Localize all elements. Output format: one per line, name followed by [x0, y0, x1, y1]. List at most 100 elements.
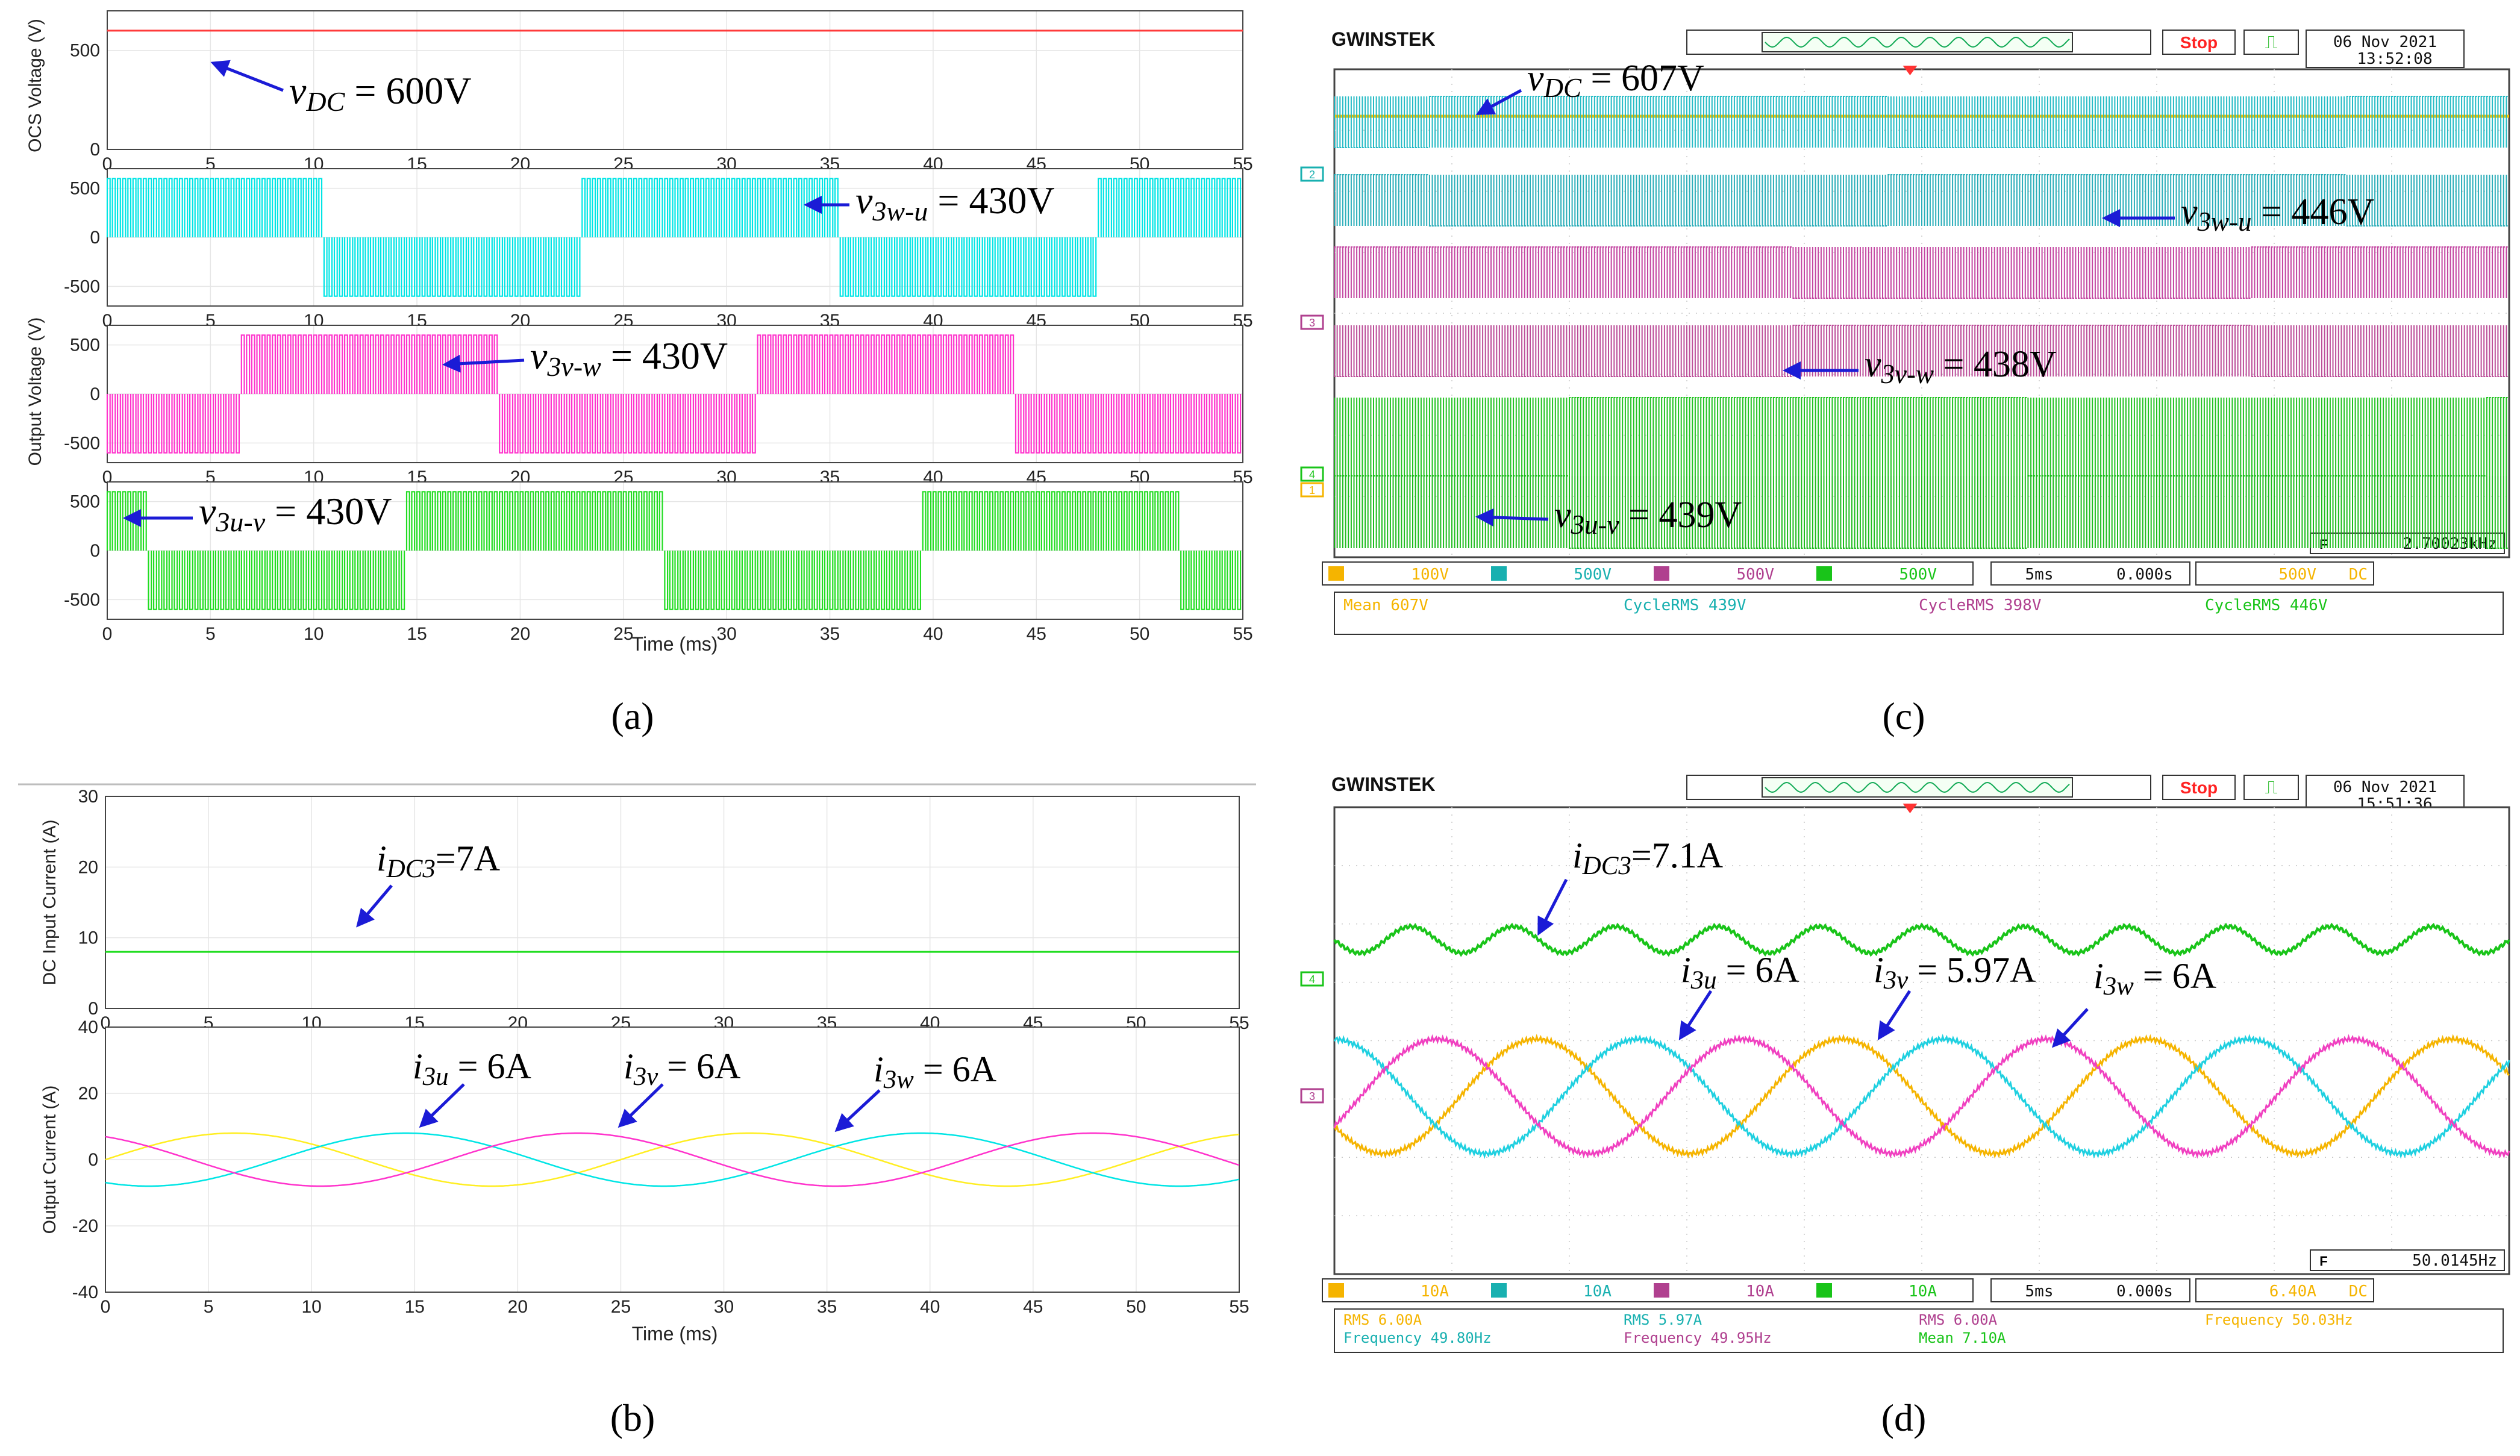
panel-b-iout-xtick-label: 5: [204, 1297, 214, 1317]
panel-a-vuv-xtick-label: 45: [1027, 624, 1046, 644]
panel-a-vwu-annotation: v3w-u = 430V: [855, 179, 1055, 227]
scope-d-hpos: 0.000s: [2116, 1283, 2173, 1301]
panel-b-iout-xtick-label: 0: [101, 1297, 111, 1317]
panel-a-vuv-xtick-label: 20: [510, 624, 530, 644]
scope-d-trace-phase-1: [1333, 1034, 2510, 1159]
panel-b-idc-ylabel: DC Input Current (A): [40, 819, 60, 985]
scope-d-measurement: Frequency 49.80Hz: [1343, 1329, 1492, 1346]
scope-d-stop: Stop: [2180, 778, 2218, 797]
panel-a-dc-ytick-label: 500: [70, 41, 100, 61]
scope-d-annotation-2: i3v = 5.97A: [1874, 950, 2036, 995]
scope-d-ch-scale: 10A: [1909, 1283, 1937, 1301]
scope-d-ch-marker-label: 3: [1309, 1090, 1315, 1102]
panel-b-iout-annotation-2: i3w = 6A: [874, 1049, 996, 1094]
scope-d-timebase: 5ms: [2025, 1283, 2054, 1301]
panel-a-ylabel-output: Output Voltage (V): [25, 317, 45, 466]
panel-a-vuv-ytick-label: -500: [64, 590, 100, 610]
scope-c-coupling: DC: [2349, 566, 2368, 584]
scope-d-trigger-marker: [1903, 804, 1918, 813]
panel-c-label: (c): [1882, 695, 1925, 737]
scope-d-tb-row: [1990, 1278, 2190, 1302]
panel-a-dc-annotation: vDC = 600V: [289, 69, 472, 117]
panel-a-vuv-xtick-label: 55: [1233, 624, 1252, 644]
panel-b-iout-annotation-0: i3u = 6A: [413, 1046, 531, 1091]
panel-a-vuv-xtick-label: 35: [820, 624, 840, 644]
scope-c-trace-vvw-neg: [1334, 325, 2508, 377]
panel-b-iout-ytick-label: -40: [72, 1283, 98, 1302]
scope-d-timebar-wave: [1765, 781, 2070, 793]
scope-c-measurement: CycleRMS 446V: [2205, 596, 2328, 614]
scope-d-date: 06 Nov 2021: [2333, 778, 2437, 796]
panel-a-vvw-ytick-label: -500: [64, 433, 100, 453]
scope-c-annotation-1: v3w-u = 446V: [2181, 192, 2374, 237]
scope-d-timebar-inner: [1762, 777, 2073, 798]
panel-a-dc-frame: [107, 10, 1243, 150]
scope-d-annotation-0: iDC3=7.1A: [1572, 836, 1723, 880]
scope-c-timebase: 5ms: [2025, 566, 2054, 584]
scope-d-trace-phase-0: [1333, 1034, 2510, 1159]
scope-d-coupling: DC: [2349, 1283, 2368, 1301]
panel-b: 0 5 10 15 20 25 30 35 40 45 50 55 0 10 20 30 DC Input Cu…: [18, 783, 1256, 1439]
scope-c-date: 06 Nov 2021: [2333, 33, 2437, 51]
scope-c-annotation-2: v3v-w = 438V: [1865, 344, 2057, 389]
scope-c-ch-marker-label: 4: [1309, 469, 1315, 481]
panel-a-vwu-series-0: [106, 178, 1242, 297]
scope-c-ch-marker-3: [1300, 314, 1324, 330]
scope-d-trig-level: 6.40A: [2269, 1283, 2317, 1301]
panel-b-iout-ytick-label: 40: [78, 1017, 98, 1037]
scope-d-annotation-1: i3u = 6A: [1681, 950, 1799, 995]
scope-d-freq-box: [2310, 1249, 2505, 1271]
scope-c-ch-scale: 100V: [1411, 566, 1449, 584]
scope-c-freq-tag: F: [2319, 537, 2327, 552]
panel-b-iout-xtick-label: 40: [920, 1297, 940, 1317]
panel-a: OCS Voltage (V) Output Voltage (V) 0 5 10 1…: [25, 10, 1253, 737]
scope-c-stop: Stop: [2180, 33, 2218, 52]
scope-d-trig-icon: ⎍: [2265, 778, 2278, 798]
scope-d-ch-marker-3: [1300, 1088, 1324, 1104]
scope-c-ch-marker-4: [1300, 466, 1324, 482]
scope-c-trace-vvw: [1334, 246, 2508, 299]
scope-c-ch-scale: 500V: [1574, 566, 1612, 584]
scope-c-time: 13:52:08: [2357, 50, 2432, 68]
panel-b-idc-annotation: iDC3=7A: [377, 839, 500, 883]
scope-d-ch-scale: 10A: [1583, 1283, 1612, 1301]
panel-a-vuv-series-0: [106, 491, 1242, 610]
scope-d-measurement: RMS 6.00A: [1919, 1311, 1998, 1328]
panel-b-xlabel: Time (ms): [632, 1323, 718, 1345]
scope-d-ch-icon: [1491, 1283, 1507, 1298]
panel-a-vuv-xtick-label: 10: [304, 624, 324, 644]
scope-d-measurement: Mean 7.10A: [1919, 1329, 2006, 1346]
scope-d-freq: 50.0145Hz: [2412, 1252, 2497, 1270]
scope-c-ch-icon: [1328, 566, 1344, 581]
panel-a-vuv-ytick-label: 0: [90, 541, 100, 561]
scope-d-measurement: Frequency 50.03Hz: [2205, 1311, 2353, 1328]
scope-c-measurement: Mean 607V: [1343, 596, 1428, 614]
panel-b-iout-xtick-label: 25: [611, 1297, 631, 1317]
scope-d-stop-box: [2162, 775, 2236, 800]
scope-d-arrow-0: [1537, 878, 1568, 936]
scope-c-ch-marker-1: [1300, 482, 1324, 498]
panel-a-vuv-xtick-label: 15: [407, 624, 427, 644]
panel-a-vuv-annotation: v3u-v = 430V: [199, 490, 392, 537]
panel-b-iout-annotation-1: i3v = 6A: [624, 1046, 740, 1091]
panel-a-vuv-xtick-label: 50: [1130, 624, 1149, 644]
scope-c-arrow-0: [1475, 89, 1522, 115]
scope-d-ch-scale: 10A: [1421, 1283, 1449, 1301]
scope-d-freq-tag: F: [2319, 1254, 2327, 1269]
panel-b-iout-series-1: [105, 1132, 1240, 1187]
scope-c-ch-row: [1322, 561, 1974, 586]
scope-c-ch-marker-label: 1: [1309, 484, 1315, 496]
scope-d-trig-row: [2195, 1278, 2374, 1302]
panel-b-iout-ylabel: Output Current (A): [40, 1086, 60, 1234]
scope-c-measurement: CycleRMS 398V: [1919, 596, 2042, 614]
scope-d-ch-icon: [1654, 1283, 1669, 1298]
scope-d-trace-idc: [1333, 922, 2510, 957]
scope-d-ch-scale: 10A: [1746, 1283, 1774, 1301]
